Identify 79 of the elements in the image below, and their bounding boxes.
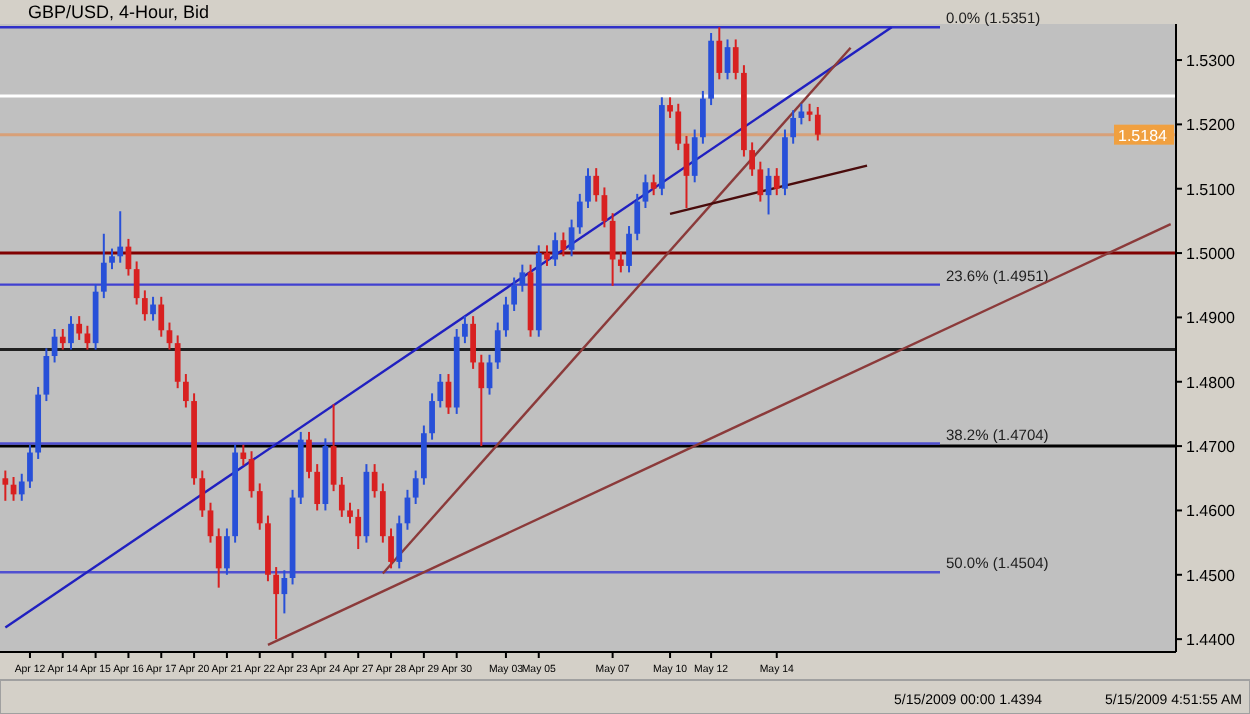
candlestick [593,167,600,203]
y-tick-label: 1.4600 [1186,502,1237,521]
y-tick-label: 1.4400 [1186,631,1237,650]
y-tick-label: 1.5100 [1186,180,1237,199]
y-tick-label: 1.4500 [1186,566,1237,585]
candlestick [240,443,247,467]
candlestick [273,566,280,641]
candlestick [150,295,156,322]
y-tick-label: 1.5200 [1186,116,1237,135]
candlestick [798,102,805,126]
candlestick [421,424,427,486]
candlestick [215,527,222,589]
candlestick [576,192,583,235]
candlestick [141,289,148,322]
candlestick [76,315,83,341]
candlestick [757,160,764,203]
candlestick [617,250,624,274]
candlestick [700,89,706,145]
candlestick [437,373,444,409]
candlestick [379,482,386,544]
candlestick [314,463,321,512]
candlestick [199,469,206,518]
y-tick-label: 1.4800 [1186,373,1237,392]
candlestick [642,173,649,210]
candlestick [174,334,181,390]
candlestick [585,167,591,210]
candlestick [117,210,124,264]
candlestick [519,263,526,293]
candlestick [478,353,485,448]
candlestick [2,469,9,502]
candlestick [347,501,353,525]
candlestick [560,231,567,258]
candlestick [224,527,230,576]
candlestick [552,231,559,267]
candlestick [256,482,263,531]
candlestick [18,472,25,502]
candlestick [388,527,394,570]
candlestick [133,260,140,306]
y-tick-label: 1.4700 [1186,438,1237,457]
candlestick [494,321,501,370]
y-tick-label: 1.4900 [1186,309,1237,328]
y-tick-label: 1.5000 [1186,245,1237,264]
candlestick [371,463,378,499]
candlestick [814,106,821,142]
candlestick [626,225,632,274]
candlestick [158,295,165,338]
candlestick [59,327,66,351]
candlestick [429,392,435,441]
candlestick [183,373,189,409]
candlestick [68,315,74,351]
candlestick [338,475,345,518]
candlestick [109,247,115,271]
candlestick [749,141,755,177]
candlestick [634,192,641,242]
candlestick [691,128,698,184]
candlestick [470,315,476,370]
candlestick [412,469,419,506]
candlestick [773,167,780,197]
candlestick [84,324,91,351]
candlestick [281,569,288,615]
y-tick-label: 1.5300 [1186,52,1237,71]
candlestick [511,276,518,312]
candlestick [503,295,509,338]
candlestick [396,514,403,570]
chart-title: GBP/USD, 4-Hour, Bid [28,2,210,22]
candlestick [675,102,682,152]
candlestick [27,443,33,489]
candlestick [306,430,312,480]
candlestick [355,508,362,551]
candlestick [100,232,107,300]
candlestick [732,38,739,81]
candlestick [462,315,468,345]
candlestick [667,96,673,119]
candlestick [650,173,657,197]
candlestick [43,347,50,403]
candlestick [790,109,797,145]
candlestick [544,244,550,267]
candlestick [716,26,723,81]
annotation: 1.5184 [1118,126,1169,145]
